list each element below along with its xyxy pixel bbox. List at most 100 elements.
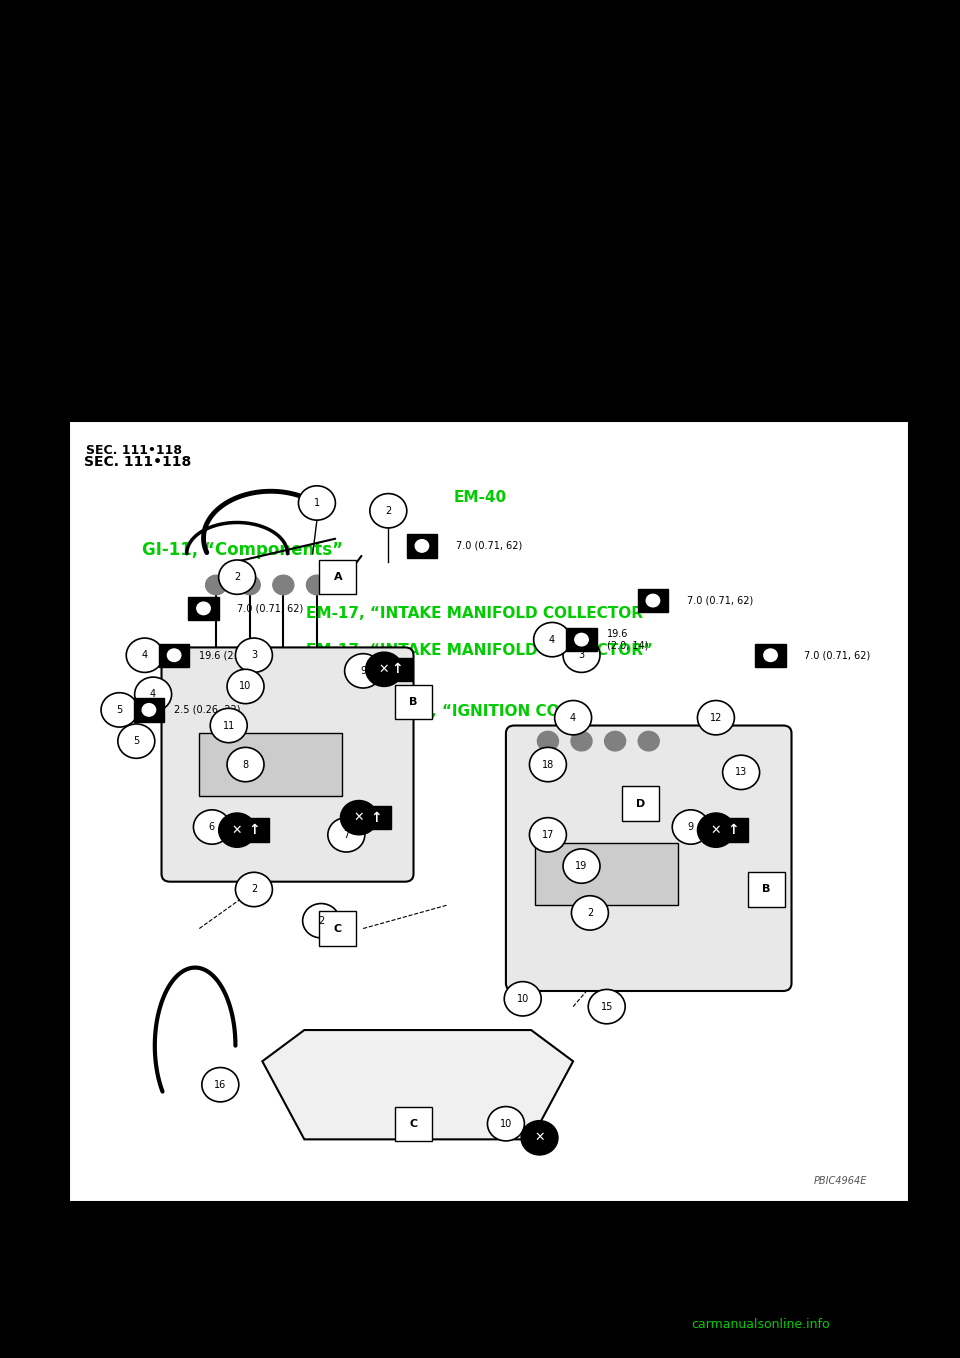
Ellipse shape [205, 576, 227, 595]
Circle shape [302, 903, 340, 938]
Text: 7.0 (0.71, 62): 7.0 (0.71, 62) [686, 596, 753, 606]
Text: 4: 4 [142, 650, 148, 660]
FancyBboxPatch shape [159, 644, 189, 667]
Bar [536, 842, 678, 906]
Text: 13: 13 [735, 767, 747, 777]
Circle shape [202, 1067, 239, 1101]
Circle shape [555, 701, 591, 735]
Text: 4: 4 [150, 690, 156, 699]
Circle shape [210, 709, 247, 743]
Text: EM-31, “IGNITION COIL”: EM-31, “IGNITION COIL” [378, 703, 582, 720]
Circle shape [697, 813, 734, 847]
Text: EM-17, “INTAKE MANIFOLD COLLECTOR”: EM-17, “INTAKE MANIFOLD COLLECTOR” [306, 642, 654, 659]
Circle shape [219, 559, 255, 595]
Text: 19.6 (2.0, 14): 19.6 (2.0, 14) [200, 650, 265, 660]
Text: ✕: ✕ [535, 1131, 544, 1145]
Text: 11: 11 [223, 721, 235, 731]
Text: ✕: ✕ [379, 663, 390, 676]
Bar [200, 733, 342, 796]
Circle shape [563, 849, 600, 883]
Text: 10: 10 [500, 1119, 512, 1128]
Circle shape [235, 638, 273, 672]
Circle shape [219, 813, 255, 847]
Text: PBIC4964E: PBIC4964E [814, 1176, 867, 1187]
Circle shape [571, 896, 609, 930]
Text: carmanualsonline.info: carmanualsonline.info [691, 1317, 829, 1331]
Text: 2: 2 [385, 505, 392, 516]
FancyBboxPatch shape [637, 589, 668, 612]
Text: C: C [334, 923, 342, 933]
Circle shape [101, 693, 138, 727]
Circle shape [366, 652, 402, 687]
Text: 7: 7 [343, 830, 349, 839]
FancyBboxPatch shape [566, 627, 596, 652]
FancyBboxPatch shape [756, 644, 785, 667]
FancyBboxPatch shape [396, 1107, 432, 1141]
FancyBboxPatch shape [506, 725, 792, 991]
Circle shape [327, 818, 365, 851]
Ellipse shape [306, 576, 327, 595]
Text: ↑: ↑ [248, 823, 260, 837]
FancyBboxPatch shape [239, 819, 269, 842]
Circle shape [646, 595, 660, 607]
Text: 3: 3 [579, 650, 585, 660]
Circle shape [697, 701, 734, 735]
FancyBboxPatch shape [748, 872, 784, 907]
Text: 18: 18 [541, 759, 554, 770]
Circle shape [529, 747, 566, 782]
Text: ↑: ↑ [391, 663, 402, 676]
Text: 4: 4 [549, 634, 555, 645]
Text: SEC. 111•118: SEC. 111•118 [84, 455, 191, 469]
Text: 1: 1 [314, 498, 320, 508]
Text: 2: 2 [251, 884, 257, 895]
Text: EM-40: EM-40 [453, 489, 507, 505]
Circle shape [563, 638, 600, 672]
Text: ✕: ✕ [353, 811, 364, 824]
Text: ✕: ✕ [710, 824, 721, 837]
Text: 9: 9 [360, 665, 366, 676]
Ellipse shape [571, 732, 592, 751]
FancyBboxPatch shape [382, 657, 412, 680]
Circle shape [575, 633, 588, 646]
Text: 10: 10 [239, 682, 252, 691]
Ellipse shape [239, 576, 260, 595]
Circle shape [345, 653, 382, 689]
Circle shape [488, 1107, 524, 1141]
Text: 7.0 (0.71, 62): 7.0 (0.71, 62) [455, 540, 522, 551]
Circle shape [534, 622, 570, 657]
Ellipse shape [538, 732, 559, 751]
FancyBboxPatch shape [161, 648, 414, 881]
Circle shape [227, 669, 264, 703]
Bar [69, 421, 909, 1202]
FancyBboxPatch shape [133, 698, 164, 721]
FancyBboxPatch shape [320, 559, 356, 595]
Text: 5: 5 [133, 736, 139, 746]
Text: 2: 2 [587, 909, 593, 918]
Circle shape [126, 638, 163, 672]
Circle shape [134, 678, 172, 712]
Circle shape [521, 1120, 558, 1154]
Text: B: B [762, 884, 771, 895]
Circle shape [764, 649, 778, 661]
FancyBboxPatch shape [622, 786, 659, 820]
Circle shape [529, 818, 566, 851]
Circle shape [235, 872, 273, 907]
Polygon shape [262, 1029, 573, 1139]
Text: D: D [636, 799, 645, 808]
FancyBboxPatch shape [396, 684, 432, 720]
Circle shape [588, 990, 625, 1024]
Circle shape [723, 755, 759, 789]
Text: 7.0 (0.71, 62): 7.0 (0.71, 62) [804, 650, 871, 660]
Text: 8: 8 [243, 759, 249, 770]
Text: 2: 2 [318, 915, 324, 926]
Text: SEC. 111•118: SEC. 111•118 [85, 444, 181, 458]
Text: 4: 4 [570, 713, 576, 722]
Text: ✕: ✕ [232, 824, 242, 837]
Text: C: C [410, 1119, 418, 1128]
Circle shape [142, 703, 156, 716]
Text: 19.6
(2.0, 14): 19.6 (2.0, 14) [607, 629, 648, 650]
Text: 19: 19 [575, 861, 588, 870]
Text: 10: 10 [516, 994, 529, 1004]
Text: 16: 16 [214, 1080, 227, 1089]
Ellipse shape [273, 576, 294, 595]
